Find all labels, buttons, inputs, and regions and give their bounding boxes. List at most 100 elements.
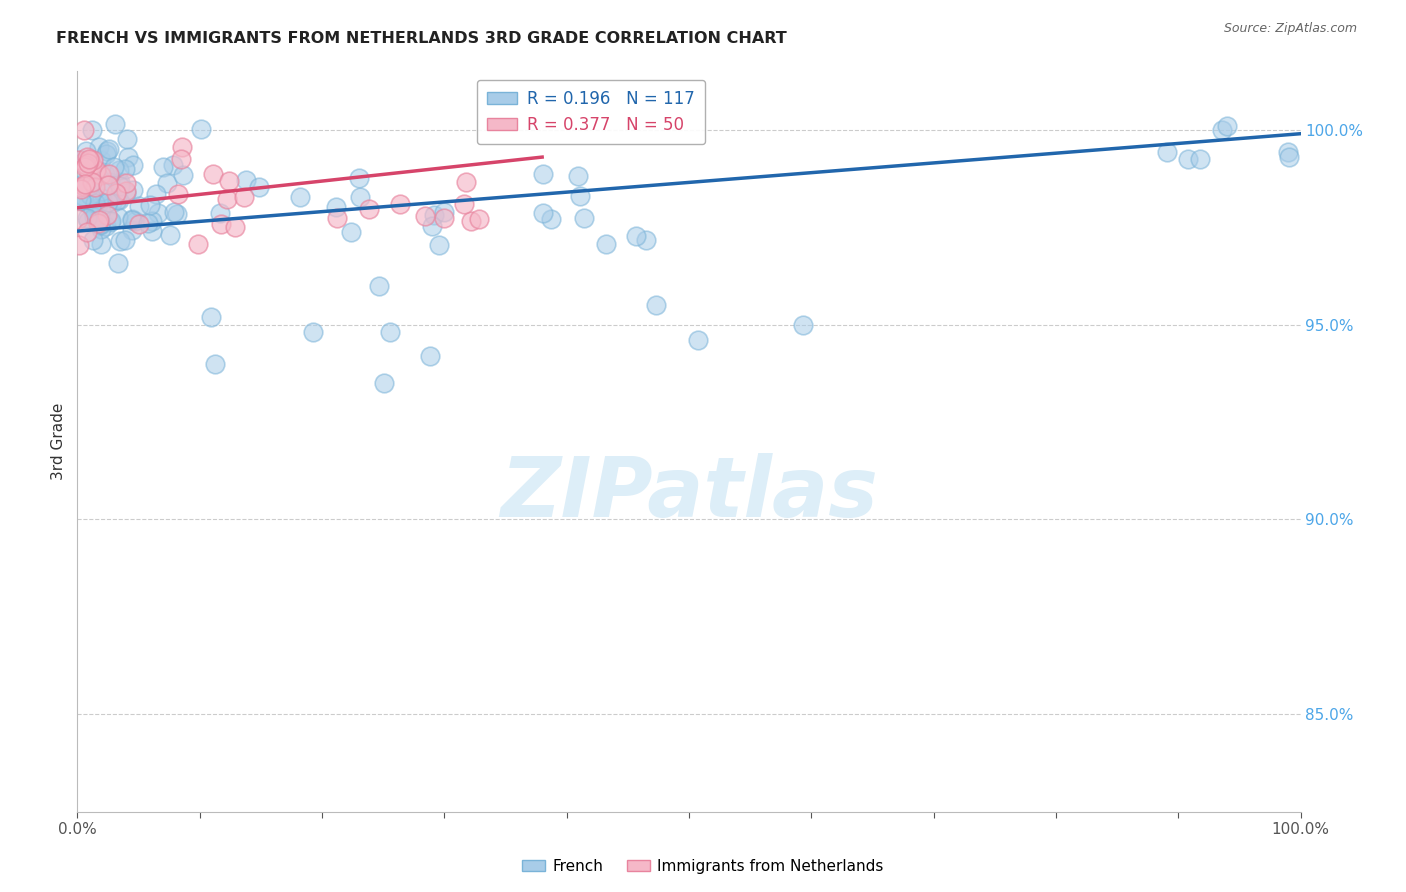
Point [100, 196, 122, 211]
Point [76, 150, 98, 164]
Point [82, 153, 104, 167]
Point [87, 212, 110, 227]
Point [468, 212, 491, 227]
Point [152, 160, 174, 174]
Point [91, 191, 114, 205]
Point [86, 216, 108, 230]
Point [98, 215, 121, 229]
Point [67, 212, 90, 227]
Point [80, 123, 103, 137]
Legend: French, Immigrants from Netherlands: French, Immigrants from Netherlands [516, 853, 890, 880]
Point [76, 225, 98, 239]
Point [66, 153, 89, 167]
Point [114, 233, 136, 247]
Point [73, 179, 96, 194]
Point [82, 233, 104, 247]
Point [368, 278, 391, 293]
Point [108, 179, 131, 194]
Point [108, 193, 131, 207]
Point [66, 178, 89, 193]
Point [90, 221, 112, 235]
Point [77, 196, 100, 211]
Point [94, 147, 117, 161]
Point [83, 179, 105, 194]
Point [233, 189, 256, 203]
Point [624, 228, 647, 243]
Point [1211, 122, 1233, 136]
Point [115, 186, 138, 200]
Point [115, 184, 138, 198]
Point [224, 219, 246, 234]
Point [83, 210, 105, 224]
Point [84, 202, 107, 217]
Point [90, 169, 112, 183]
Point [167, 186, 190, 201]
Point [97, 195, 120, 210]
Point [77, 152, 100, 166]
Point [1177, 152, 1199, 166]
Point [172, 169, 194, 183]
Point [84, 180, 107, 194]
Point [70, 153, 93, 168]
Point [423, 208, 446, 222]
Point [209, 206, 232, 220]
Point [70, 155, 93, 169]
Point [84, 162, 107, 177]
Point [1188, 153, 1211, 167]
Point [104, 118, 127, 132]
Point [79, 153, 101, 168]
Point [98, 167, 121, 181]
Point [792, 318, 814, 332]
Point [107, 211, 129, 225]
Point [1216, 119, 1239, 133]
Point [413, 209, 436, 223]
Text: FRENCH VS IMMIGRANTS FROM NETHERLANDS 3RD GRADE CORRELATION CHART: FRENCH VS IMMIGRANTS FROM NETHERLANDS 3R… [56, 31, 787, 46]
Point [122, 157, 145, 171]
Point [90, 204, 112, 219]
Point [96, 209, 118, 223]
Point [340, 225, 363, 239]
Point [531, 206, 554, 220]
Point [166, 206, 188, 220]
Point [644, 298, 666, 312]
Point [80, 175, 103, 189]
Point [75, 158, 97, 172]
Point [82, 203, 104, 218]
Point [90, 184, 112, 198]
Point [347, 171, 370, 186]
Point [172, 140, 194, 154]
Point [115, 176, 138, 190]
Point [433, 211, 456, 225]
Point [108, 175, 131, 189]
Point [87, 194, 110, 209]
Point [73, 123, 96, 137]
Point [80, 159, 103, 173]
Point [389, 197, 412, 211]
Point [540, 212, 562, 227]
Point [531, 167, 554, 181]
Point [567, 169, 589, 183]
Point [128, 199, 150, 213]
Point [70, 193, 93, 207]
Point [636, 233, 658, 247]
Point [89, 219, 111, 233]
Point [349, 190, 371, 204]
Point [1277, 150, 1299, 164]
Point [77, 214, 100, 228]
Point [170, 152, 193, 166]
Point [114, 162, 136, 177]
Point [247, 180, 270, 194]
Point [572, 211, 595, 225]
Point [124, 213, 146, 227]
Point [87, 139, 110, 153]
Point [235, 173, 257, 187]
Point [75, 144, 97, 158]
Point [139, 197, 162, 211]
Point [148, 206, 170, 220]
Point [162, 204, 184, 219]
Point [110, 234, 132, 248]
Point [82, 160, 104, 174]
Point [141, 224, 163, 238]
Point [121, 184, 143, 198]
Point [97, 178, 120, 193]
